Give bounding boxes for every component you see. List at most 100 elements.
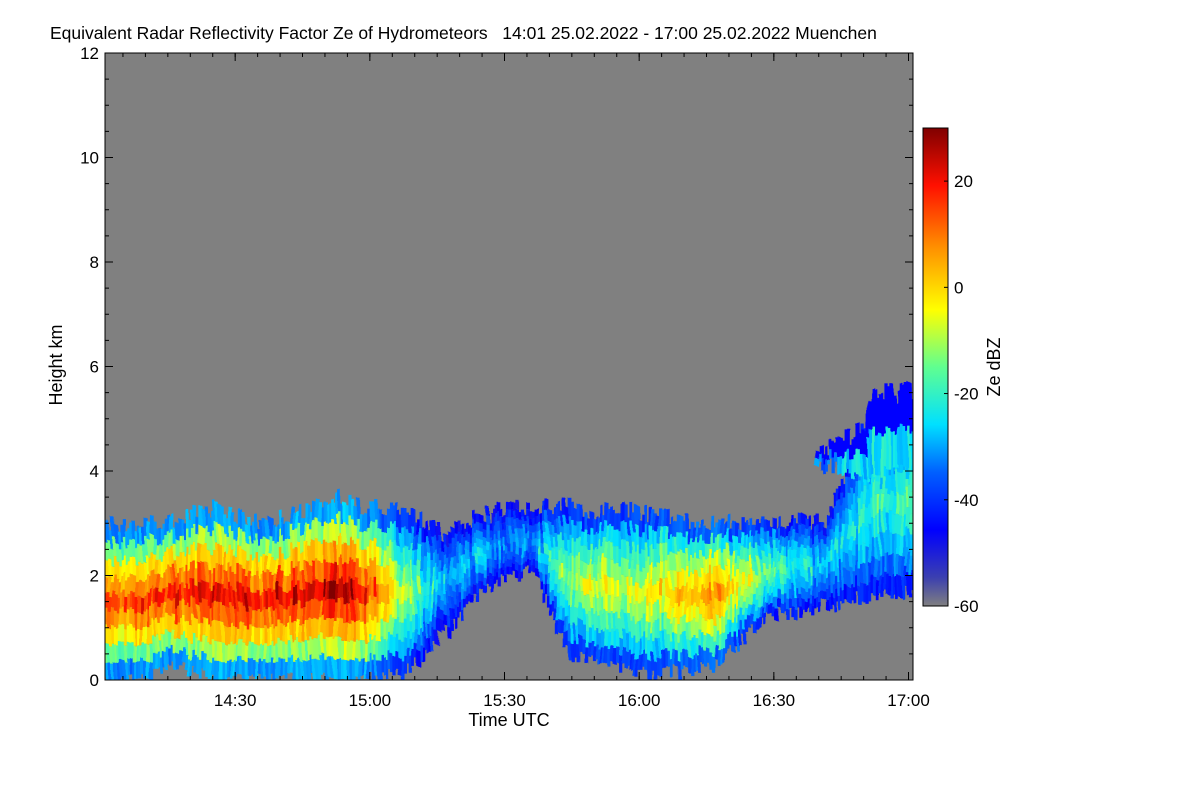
echo-cell [443,574,447,585]
echo-cell [285,662,289,680]
echo-cell [697,640,701,657]
echo-cell [137,560,141,578]
echo-cell [700,598,704,615]
echo-cell [729,529,733,543]
echo-cell [176,523,180,541]
echo-cell [203,579,208,598]
echo-cell [319,618,324,637]
echo-cell [853,509,857,525]
echo-cell [504,524,509,532]
echo-cell [297,503,301,523]
echo-cell [532,532,536,540]
echo-cell [546,560,551,573]
echo-cell [591,643,595,660]
echo-cell [598,556,603,575]
echo-cell [579,569,583,587]
echo-cell [712,640,716,658]
echo-cell [495,571,499,580]
echo-cell [430,521,435,537]
echo-cell [329,503,333,524]
echo-cell [127,561,131,578]
echo-cell [344,543,348,563]
echo-cell [319,561,324,581]
echo-cell [369,539,373,559]
echo-cell [611,560,615,578]
echo-cell [630,540,635,560]
echo-cell [391,579,395,599]
echo-cell [658,507,662,527]
echo-cell [598,610,603,628]
echo-cell [411,561,415,579]
echo-cell [109,614,114,631]
echo-cell [574,509,578,526]
echo-cell [366,565,370,585]
echo-cell [512,526,516,534]
echo-cell [633,640,637,659]
echo-cell [537,517,541,525]
echo-cell [428,531,432,545]
echo-cell [502,550,506,557]
echo-cell [870,535,874,555]
echo-cell [366,641,370,661]
echo-cell [709,566,714,584]
echo-cell [114,559,119,577]
echo-cell [613,546,617,564]
echo-cell [435,553,440,567]
echo-cell [206,659,210,678]
echo-cell [904,566,909,587]
echo-cell [151,520,156,537]
echo-cell [598,627,603,646]
echo-cell [221,564,225,584]
echo-cell [154,636,158,653]
echo-cell [786,546,790,558]
echo-cell [253,608,257,626]
echo-cell [655,532,659,551]
echo-cell [448,542,452,554]
echo-cell [300,643,304,662]
echo-cell [606,612,610,630]
echo-cell [658,563,662,583]
echo-cell [586,579,590,595]
echo-cell [840,547,844,562]
echo-cell [546,572,551,584]
echo-cell [166,564,170,582]
echo-cell [277,582,282,602]
echo-cell [430,637,435,652]
echo-cell [240,602,245,622]
echo-cell [134,580,138,597]
echo-cell [811,523,815,534]
echo-cell [272,662,277,680]
echo-cell [722,569,726,586]
echo-cell [796,533,800,543]
echo-cell [292,530,296,550]
echo-cell [302,624,306,643]
echo-cell [297,522,301,542]
echo-cell [421,586,425,602]
echo-cell [840,575,844,589]
echo-cell [482,568,487,577]
echo-cell [502,524,506,531]
echo-cell [593,626,598,643]
echo-cell [897,513,901,535]
echo-cell [761,550,765,562]
echo-cell [899,535,904,557]
echo-cell [230,605,235,625]
echo-cell [502,517,506,525]
echo-cell [571,502,575,521]
echo-cell [692,542,696,559]
echo-cell [828,516,832,529]
echo-cell [880,489,884,512]
echo-cell [243,532,247,551]
echo-cell [616,596,620,613]
echo-cell [527,524,531,532]
echo-cell [638,654,642,672]
echo-cell [109,647,114,664]
echo-cell [191,579,195,598]
echo-cell [682,601,686,618]
echo-cell [448,607,452,618]
echo-cell [588,558,593,575]
echo-cell [191,631,195,649]
echo-cell [618,531,622,549]
elevated-echo-cell [882,432,887,467]
echo-cell [134,613,138,630]
